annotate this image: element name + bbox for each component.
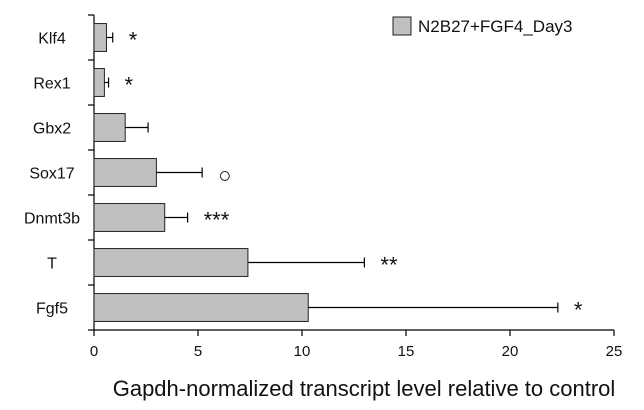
bar — [93, 158, 157, 187]
x-tick-label: 15 — [398, 343, 415, 360]
category-label: T — [47, 256, 57, 273]
legend-label: N2B27+FGF4_Day3 — [418, 17, 573, 36]
significance-label: * — [129, 28, 138, 53]
category-label: Klf4 — [38, 31, 66, 48]
category-label: Rex1 — [33, 76, 70, 93]
bar — [93, 248, 249, 277]
x-tick-label: 25 — [606, 343, 623, 360]
significance-label: * — [125, 73, 134, 98]
x-tick-label: 5 — [194, 343, 202, 360]
category-label: Sox17 — [29, 166, 74, 183]
x-axis-label: Gapdh-normalized transcript level relati… — [113, 376, 616, 401]
bar — [93, 203, 166, 232]
significance-label: * — [574, 298, 583, 323]
category-label: Dnmt3b — [24, 211, 80, 228]
legend-swatch — [392, 16, 412, 36]
x-tick-label: 0 — [90, 343, 98, 360]
significance-label: ○ — [218, 163, 231, 188]
bar — [93, 23, 107, 52]
bar — [93, 113, 126, 142]
category-label: Fgf5 — [36, 301, 68, 318]
bar — [93, 68, 105, 97]
x-tick-label: 10 — [294, 343, 311, 360]
x-tick-label: 20 — [502, 343, 519, 360]
category-label: Gbx2 — [33, 121, 71, 138]
legend: N2B27+FGF4_Day3 — [392, 16, 573, 36]
significance-label: *** — [204, 208, 230, 233]
significance-label: ** — [380, 253, 398, 278]
bar — [93, 293, 309, 322]
